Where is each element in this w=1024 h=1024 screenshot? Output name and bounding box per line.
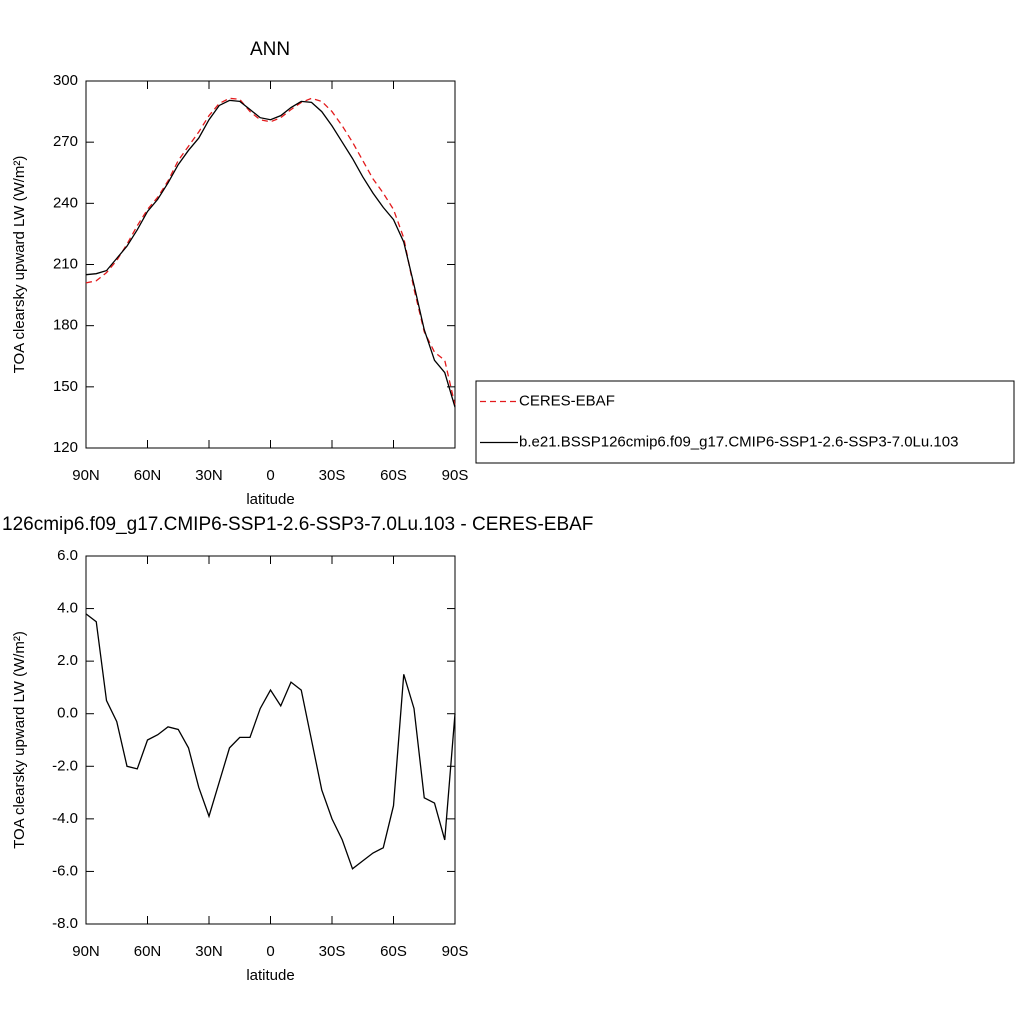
x-tick-label: 0 [266, 467, 274, 484]
y-tick-label: -4.0 [52, 810, 78, 827]
y-tick-label: 0.0 [57, 705, 78, 722]
x-axis-label: latitude [246, 967, 294, 984]
y-tick-label: 120 [53, 439, 78, 456]
x-tick-label: 90N [72, 467, 100, 484]
y-tick-label: 210 [53, 255, 78, 272]
y-tick-label: -2.0 [52, 757, 78, 774]
x-tick-label: 60N [134, 467, 162, 484]
x-tick-label: 90S [442, 943, 469, 960]
x-tick-label: 90S [442, 467, 469, 484]
series-line [85, 613, 456, 870]
y-tick-label: -6.0 [52, 862, 78, 879]
x-tick-label: 60S [380, 467, 407, 484]
y-tick-label: 270 [53, 133, 78, 150]
x-tick-label: 90N [72, 943, 100, 960]
plot-frame [85, 555, 456, 925]
y-tick-label: 180 [53, 317, 78, 334]
y-tick-label: 2.0 [57, 652, 78, 669]
legend-label: CERES-EBAF [519, 392, 615, 409]
series-line [85, 99, 456, 408]
chart-title: 126cmip6.f09_g17.CMIP6-SSP1-2.6-SSP3-7.0… [2, 514, 593, 535]
y-axis-label: TOA clearsky upward LW (W/m²) [11, 156, 28, 374]
y-tick-label: 240 [53, 194, 78, 211]
x-tick-label: 30N [195, 467, 223, 484]
y-axis-label: TOA clearsky upward LW (W/m²) [11, 631, 28, 849]
legend-box [475, 380, 1015, 464]
plot-frame [85, 80, 456, 449]
x-tick-label: 30S [319, 467, 346, 484]
x-tick-label: 60N [134, 943, 162, 960]
x-axis-label: latitude [246, 491, 294, 508]
series-line [85, 97, 456, 406]
x-tick-label: 30N [195, 943, 223, 960]
x-tick-label: 30S [319, 943, 346, 960]
legend-label: b.e21.BSSP126cmip6.f09_g17.CMIP6-SSP1-2.… [519, 433, 958, 450]
y-tick-label: 6.0 [57, 547, 78, 564]
y-tick-label: -8.0 [52, 915, 78, 932]
y-tick-label: 150 [53, 378, 78, 395]
y-tick-label: 300 [53, 72, 78, 89]
y-tick-label: 4.0 [57, 600, 78, 617]
x-tick-label: 0 [266, 943, 274, 960]
x-tick-label: 60S [380, 943, 407, 960]
chart-title: ANN [250, 39, 290, 60]
